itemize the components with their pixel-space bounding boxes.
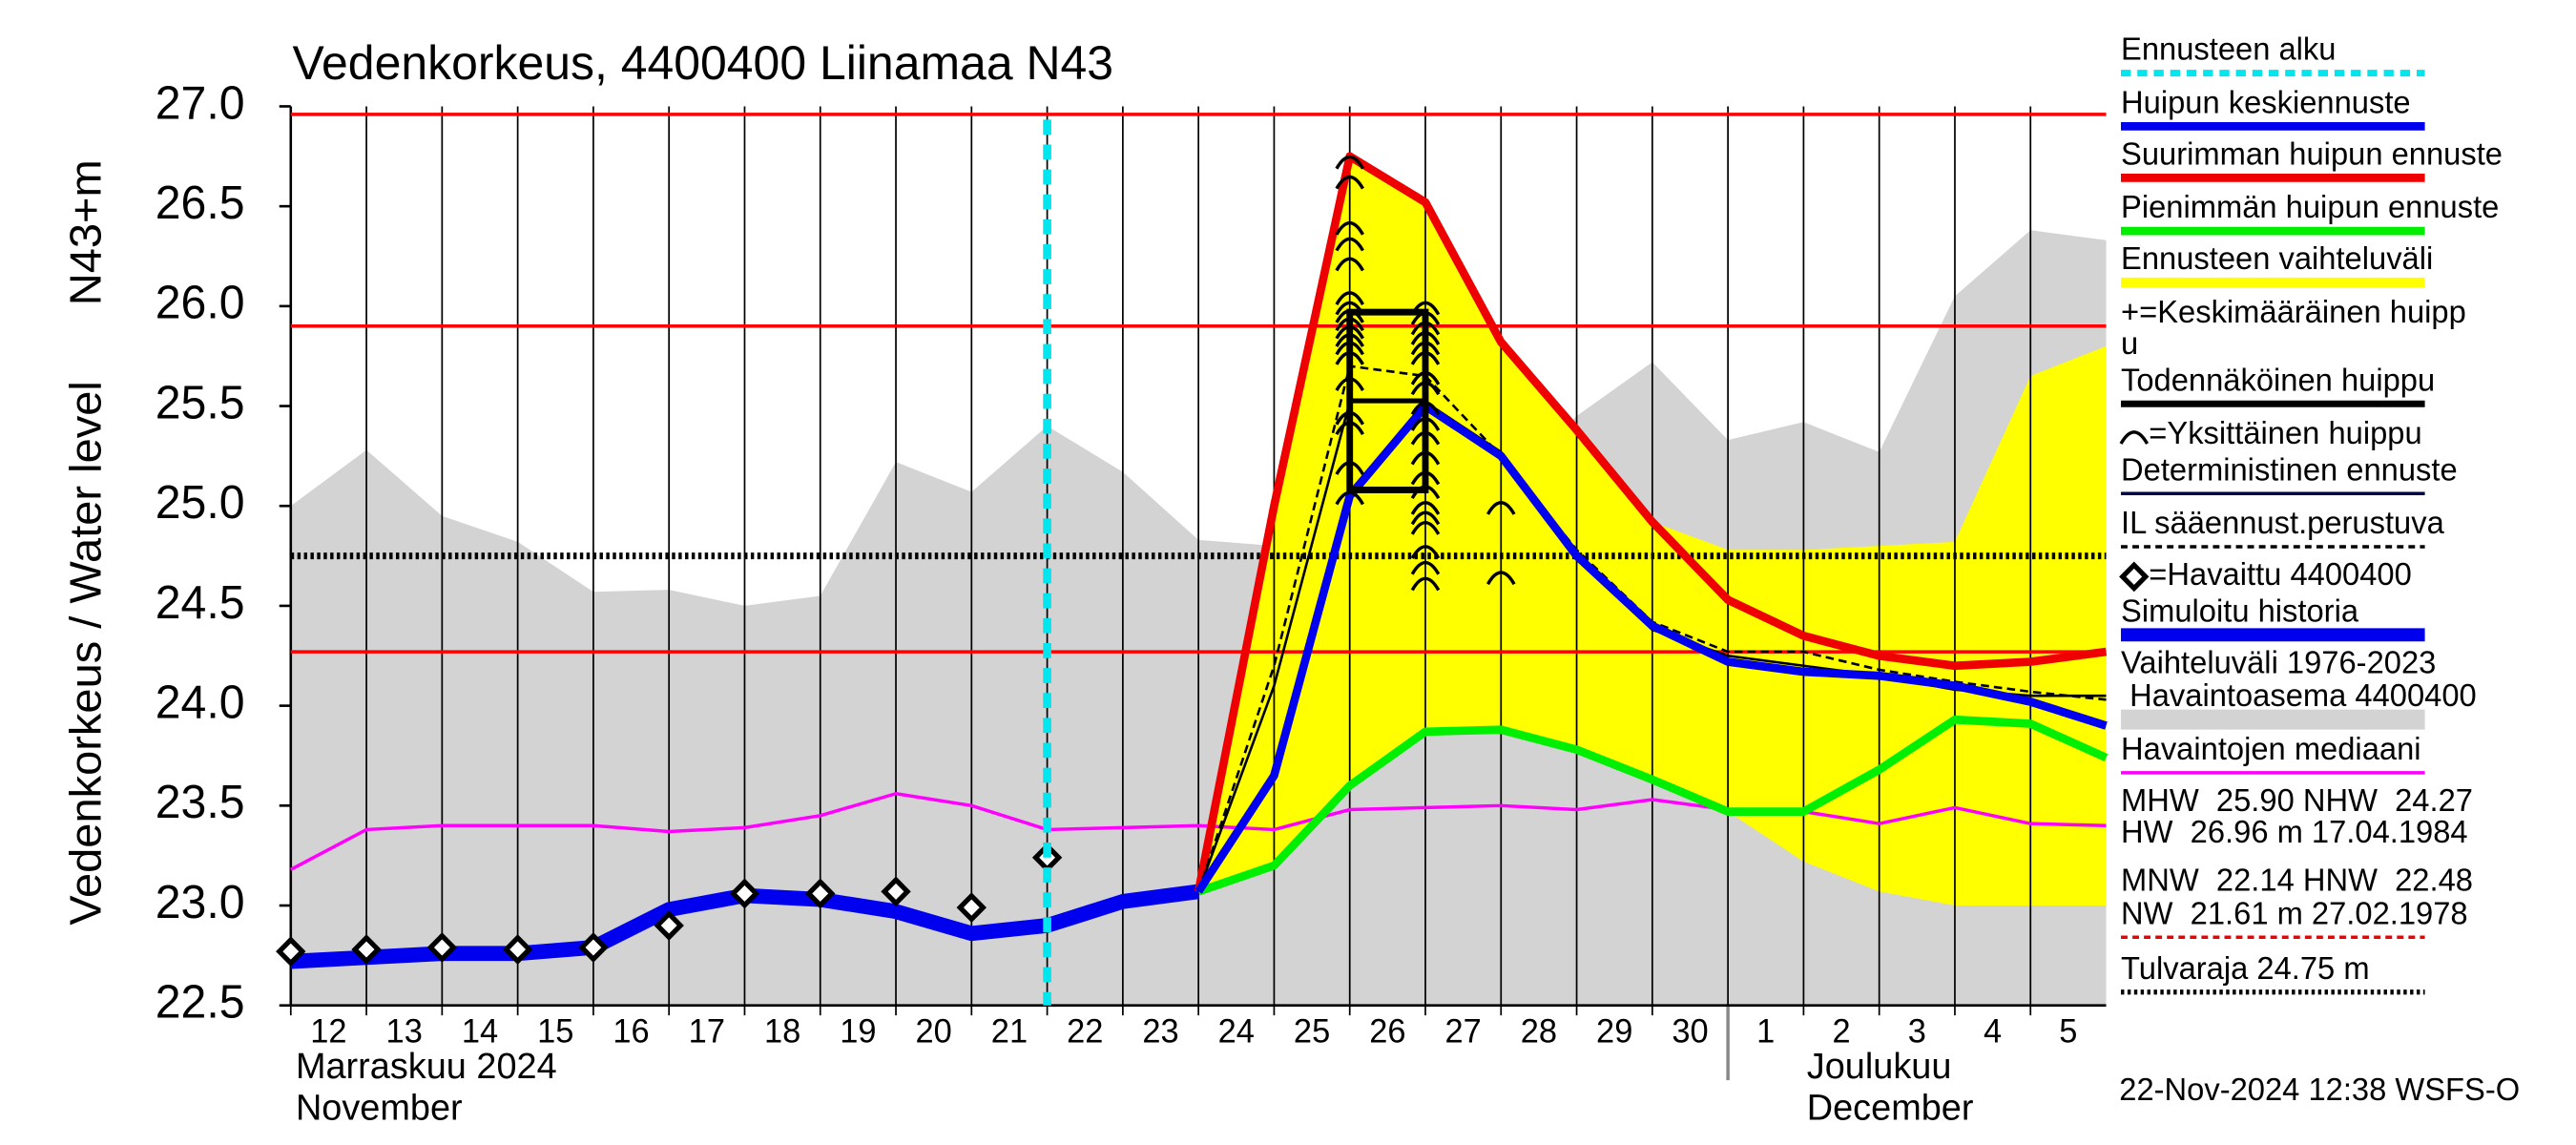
x-tick-label: 25 bbox=[1294, 1013, 1330, 1050]
legend-label: Simuloitu historia bbox=[2121, 593, 2359, 628]
month-label: December bbox=[1807, 1088, 1974, 1128]
x-tick-label: 18 bbox=[764, 1013, 800, 1050]
observed-point bbox=[729, 878, 760, 909]
legend-label: HW 26.96 m 17.04.1984 bbox=[2121, 814, 2468, 849]
x-tick-label: 13 bbox=[386, 1013, 423, 1050]
observed-point bbox=[502, 934, 533, 965]
legend-label: Havaintoasema 4400400 bbox=[2121, 677, 2477, 713]
legend-label: u bbox=[2121, 325, 2138, 361]
observed-point bbox=[426, 932, 458, 963]
peak-marker bbox=[1335, 291, 1364, 305]
legend-label: IL sääennust.perustuva bbox=[2121, 505, 2444, 540]
y-tick-label: 24.0 bbox=[156, 677, 245, 728]
y-tick-label: 24.5 bbox=[156, 577, 245, 629]
x-tick-label: 3 bbox=[1908, 1013, 1926, 1050]
peak-marker bbox=[1335, 257, 1364, 272]
x-tick-label: 21 bbox=[991, 1013, 1028, 1050]
observed-point bbox=[351, 934, 382, 965]
x-tick-label: 20 bbox=[916, 1013, 952, 1050]
legend-label: MNW 22.14 HNW 22.48 bbox=[2121, 862, 2473, 897]
x-tick-label: 19 bbox=[840, 1013, 876, 1050]
x-tick-label: 24 bbox=[1218, 1013, 1255, 1050]
x-tick-label: 17 bbox=[689, 1013, 725, 1050]
legend-label: Ennusteen alku bbox=[2121, 31, 2336, 67]
legend-marker bbox=[2119, 561, 2150, 593]
x-tick-label: 1 bbox=[1756, 1013, 1775, 1050]
x-tick-label: 26 bbox=[1369, 1013, 1405, 1050]
y-tick-label: 25.0 bbox=[156, 477, 245, 529]
peak-marker bbox=[1486, 501, 1516, 515]
legend-label: =Yksittäinen huippu bbox=[2149, 415, 2421, 450]
legend-label: Suurimman huipun ennuste bbox=[2121, 135, 2503, 171]
series-line bbox=[1196, 715, 2109, 896]
x-tick-label: 5 bbox=[2059, 1013, 2077, 1050]
month-label: Joulukuu bbox=[1807, 1047, 1952, 1087]
x-tick-label: 4 bbox=[1984, 1013, 2002, 1050]
x-tick-label: 29 bbox=[1596, 1013, 1632, 1050]
x-tick-label: 2 bbox=[1832, 1013, 1850, 1050]
peak-marker bbox=[1335, 237, 1364, 252]
x-tick-label: 28 bbox=[1521, 1013, 1557, 1050]
x-tick-label: 15 bbox=[537, 1013, 573, 1050]
y-tick-label: 26.0 bbox=[156, 277, 245, 328]
x-tick-label: 14 bbox=[462, 1013, 498, 1050]
peak-marker bbox=[1335, 155, 1364, 170]
month-label: Marraskuu 2024 bbox=[296, 1047, 557, 1087]
y-axis-label: Vedenkorkeus / Water level bbox=[60, 381, 110, 926]
observed-point bbox=[805, 878, 836, 909]
legend-label: Havaintojen mediaani bbox=[2121, 731, 2421, 766]
legend-label: Tulvaraja 24.75 m bbox=[2121, 950, 2370, 986]
month-label: November bbox=[296, 1088, 463, 1128]
peak-marker bbox=[1410, 560, 1441, 575]
legend-label: Vaihteluväli 1976-2023 bbox=[2121, 644, 2436, 679]
peak-marker bbox=[1410, 501, 1441, 515]
x-tick-label: 27 bbox=[1444, 1013, 1481, 1050]
y-tick-label: 26.5 bbox=[156, 177, 245, 229]
observed-point bbox=[276, 936, 306, 968]
observed-point bbox=[881, 876, 911, 907]
legend-label: Deterministinen ennuste bbox=[2121, 451, 2458, 487]
timestamp: 22-Nov-2024 12:38 WSFS-O bbox=[2119, 1072, 2520, 1107]
y-axis-unit: N43+m bbox=[60, 159, 110, 305]
legend-label: Huipun keskiennuste bbox=[2121, 84, 2411, 119]
legend-label: MHW 25.90 NHW 24.27 bbox=[2121, 782, 2473, 818]
observed-point bbox=[578, 932, 609, 963]
y-tick-label: 23.5 bbox=[156, 777, 245, 828]
x-tick-label: 23 bbox=[1142, 1013, 1178, 1050]
legend-label: =Havaittu 4400400 bbox=[2149, 556, 2411, 592]
peak-marker bbox=[1410, 520, 1441, 535]
y-tick-label: 25.5 bbox=[156, 377, 245, 428]
x-tick-label: 30 bbox=[1672, 1013, 1708, 1050]
peak-marker bbox=[1335, 220, 1364, 236]
chart-title: Vedenkorkeus, 4400400 Liinamaa N43 bbox=[293, 36, 1114, 90]
legend-label: +=Keskimääräinen huipp bbox=[2121, 294, 2466, 329]
observed-point bbox=[956, 892, 987, 923]
x-tick-label: 16 bbox=[613, 1013, 649, 1050]
legend-marker bbox=[2119, 430, 2150, 445]
legend-label: Todennäköinen huippu bbox=[2121, 362, 2435, 397]
legend-label: Ennusteen vaihteluväli bbox=[2121, 240, 2433, 276]
peak-marker bbox=[1410, 576, 1441, 592]
peak-marker bbox=[1486, 571, 1516, 586]
legend-label: NW 21.61 m 27.02.1978 bbox=[2121, 895, 2468, 930]
peak-marker bbox=[1410, 545, 1441, 559]
legend-label: Pienimmän huipun ennuste bbox=[2121, 189, 2499, 224]
y-tick-label: 27.0 bbox=[156, 77, 245, 129]
x-tick-label: 12 bbox=[310, 1013, 346, 1050]
observed-point bbox=[654, 910, 684, 941]
y-tick-label: 22.5 bbox=[156, 976, 245, 1028]
peak-marker bbox=[1410, 510, 1441, 526]
x-tick-label: 22 bbox=[1067, 1013, 1103, 1050]
peak-marker bbox=[1335, 175, 1364, 190]
series-line bbox=[1195, 402, 2108, 894]
y-tick-label: 23.0 bbox=[156, 877, 245, 928]
